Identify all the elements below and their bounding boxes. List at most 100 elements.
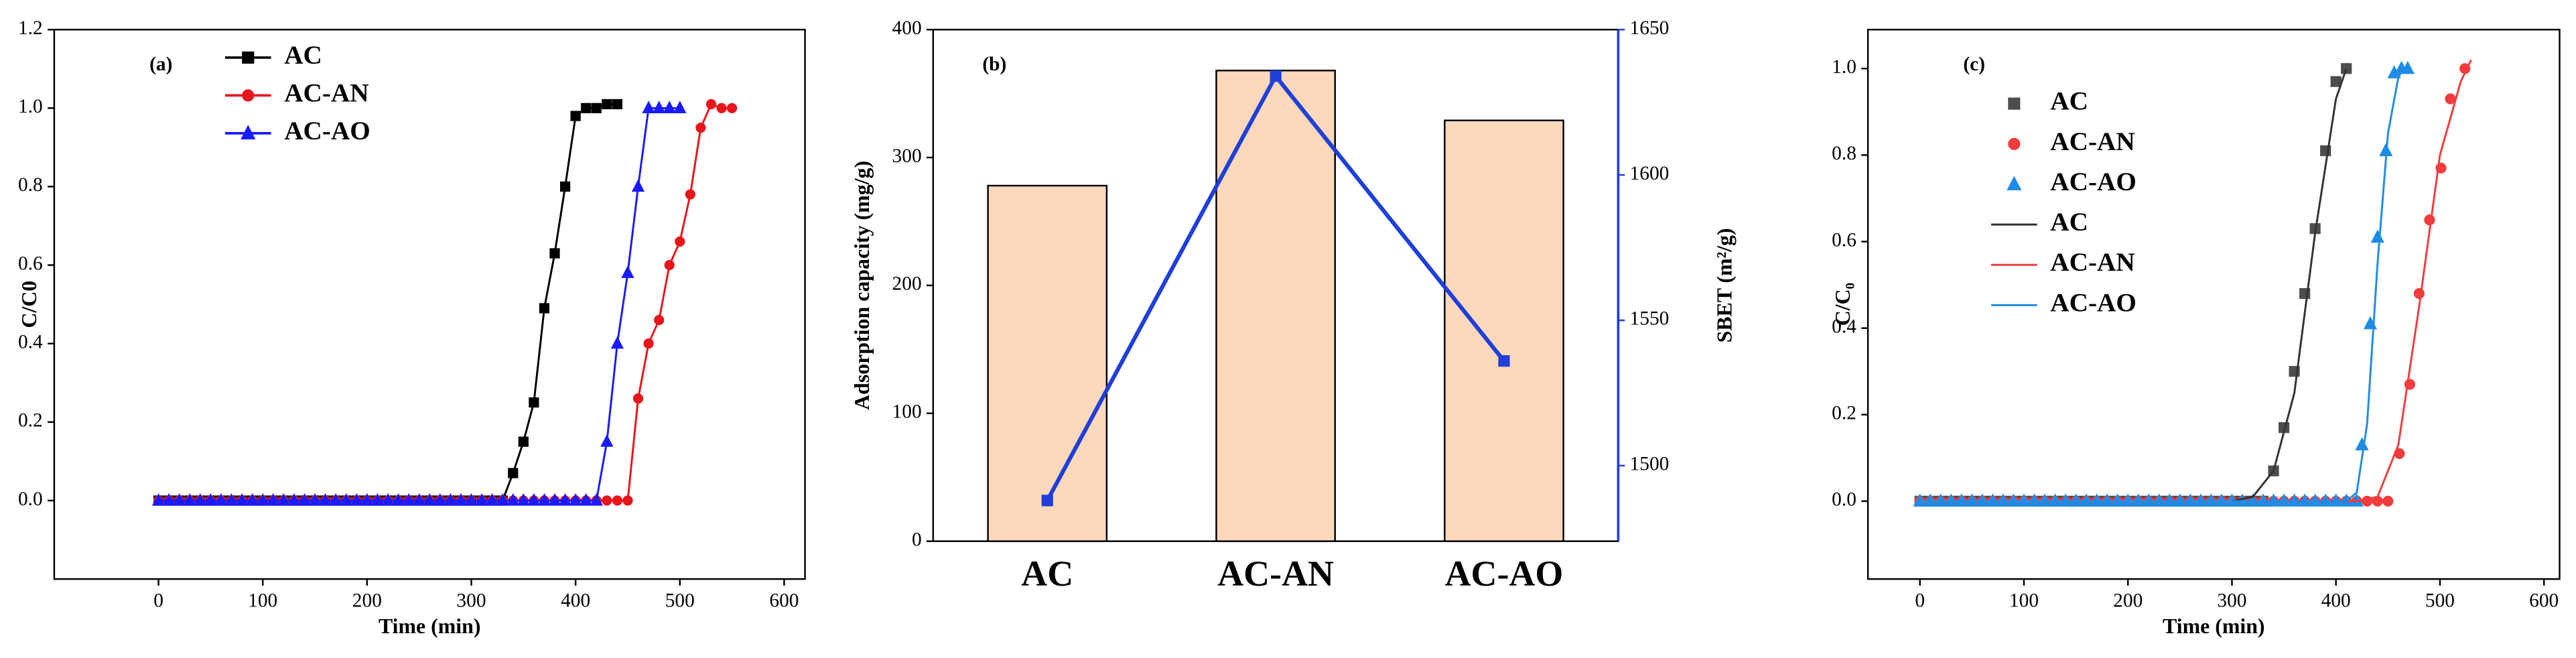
x-tick-label: 100 xyxy=(2009,590,2039,611)
marker xyxy=(642,101,655,113)
legend-label: AC-AN xyxy=(2050,127,2134,156)
x-tick-label: 300 xyxy=(456,590,486,611)
marker xyxy=(242,89,255,102)
marker xyxy=(549,248,560,259)
marker xyxy=(381,493,395,506)
y-axis-label: C/C₀ xyxy=(1831,283,1854,326)
legend-label: AC-AO xyxy=(2050,288,2137,317)
y2-tick-label: 1600 xyxy=(1630,163,1670,184)
y-tick-label: 1.0 xyxy=(1832,56,1856,78)
y-tick-label: 100 xyxy=(892,401,922,423)
marker xyxy=(235,493,249,506)
x-tick-label: 100 xyxy=(248,590,277,611)
marker xyxy=(2355,437,2369,451)
y-axis-label: Adsorption capacity (mg/g) xyxy=(850,161,874,410)
marker xyxy=(727,103,738,113)
plot-frame xyxy=(53,28,806,580)
y-tick-label: 300 xyxy=(892,145,922,167)
marker xyxy=(569,493,582,506)
marker xyxy=(496,493,509,506)
marker xyxy=(2008,137,2021,150)
legend-label: AC-AO xyxy=(2050,168,2137,196)
marker xyxy=(1498,355,1510,367)
y-tick-label: 0.4 xyxy=(1832,316,1856,337)
y-tick-label: 0.8 xyxy=(1832,143,1856,164)
y2-tick-label: 1500 xyxy=(1630,454,1670,475)
marker xyxy=(570,111,581,121)
x-axis-label: Time (min) xyxy=(2163,614,2264,638)
y-tick-label: 0.2 xyxy=(18,410,43,432)
marker xyxy=(610,336,624,349)
marker xyxy=(506,493,520,506)
marker xyxy=(423,493,436,506)
y-tick-label: 0.8 xyxy=(18,174,43,196)
marker xyxy=(214,493,228,506)
marker xyxy=(643,338,654,349)
series-line xyxy=(158,103,618,502)
marker xyxy=(454,493,468,506)
marker xyxy=(632,393,644,404)
marker xyxy=(464,493,478,506)
marker xyxy=(287,493,301,506)
series-line xyxy=(1919,68,2404,503)
marker xyxy=(1270,70,1282,82)
marker xyxy=(183,493,196,506)
y-tick-label: 200 xyxy=(892,273,922,295)
y-tick-label: 1.2 xyxy=(18,17,43,39)
legend-label: AC-AO xyxy=(284,117,370,145)
marker xyxy=(475,493,488,506)
x-tick-label: 0 xyxy=(1915,590,1925,611)
marker xyxy=(1041,495,1053,507)
marker xyxy=(2008,97,2021,110)
marker xyxy=(612,495,623,506)
marker xyxy=(612,98,623,110)
x-tick-label: 200 xyxy=(2113,590,2143,611)
marker xyxy=(558,493,572,506)
marker xyxy=(631,179,645,192)
marker xyxy=(2382,495,2394,507)
marker xyxy=(716,103,727,113)
marker xyxy=(685,189,695,200)
x-tick-label: 600 xyxy=(769,590,799,611)
y2-tick-label: 1650 xyxy=(1630,17,1670,39)
marker xyxy=(2007,176,2022,191)
marker xyxy=(654,314,665,326)
bar xyxy=(1215,70,1336,542)
marker xyxy=(277,493,290,506)
marker xyxy=(527,493,541,506)
marker xyxy=(340,493,353,506)
marker xyxy=(308,493,322,506)
marker xyxy=(653,101,666,113)
marker xyxy=(695,123,706,133)
marker xyxy=(580,493,593,506)
bar xyxy=(987,184,1108,542)
marker xyxy=(173,493,186,506)
y-tick-label: 0.2 xyxy=(1832,403,1856,424)
marker xyxy=(559,181,571,192)
series-line xyxy=(158,107,680,502)
marker xyxy=(433,493,447,506)
y-tick-label: 0.4 xyxy=(18,331,43,352)
marker xyxy=(2445,93,2456,105)
x-tick-label: 400 xyxy=(2321,590,2351,611)
y-axis-label: C/C0 xyxy=(17,281,41,328)
y-tick-label: 0.0 xyxy=(1832,489,1856,511)
marker xyxy=(539,303,550,314)
marker xyxy=(318,493,332,506)
legend-label: AC-AN xyxy=(2050,248,2134,277)
marker xyxy=(297,493,312,506)
x-axis-label: Time (min) xyxy=(379,614,480,638)
marker xyxy=(548,493,561,506)
y-tick-label: 400 xyxy=(892,17,922,39)
marker xyxy=(529,397,539,408)
marker xyxy=(600,434,614,447)
y-tick-label: 0 xyxy=(912,529,922,550)
marker xyxy=(350,493,363,506)
legend-label: AC-AN xyxy=(284,78,368,107)
marker xyxy=(246,493,259,506)
marker xyxy=(518,436,529,447)
y-tick-label: 0.0 xyxy=(18,488,43,510)
x-tick-label: 600 xyxy=(2529,590,2559,611)
x-tick-label: 0 xyxy=(153,590,163,611)
